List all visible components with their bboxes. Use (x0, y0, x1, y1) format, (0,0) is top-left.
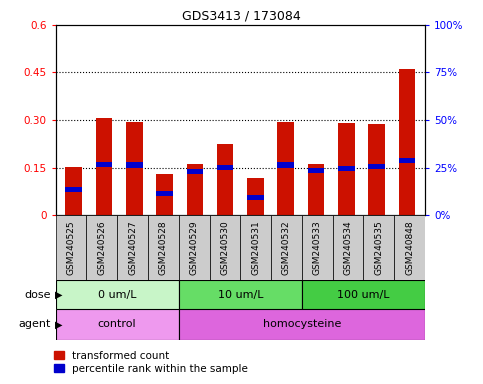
Bar (333, 215, 364, 280)
Bar (364, 215, 394, 280)
Bar (398, 158, 415, 163)
Bar (394, 215, 425, 280)
Text: homocysteine: homocysteine (263, 319, 341, 329)
Bar (56, 280, 179, 309)
Bar (302, 215, 333, 280)
Bar (217, 144, 233, 215)
Bar (186, 164, 203, 215)
Bar (241, 215, 271, 280)
Bar (65, 167, 82, 215)
Text: GSM240526: GSM240526 (97, 220, 106, 275)
Bar (96, 118, 113, 215)
Text: 100 um/L: 100 um/L (337, 290, 390, 300)
Bar (302, 280, 425, 309)
Bar (210, 215, 241, 280)
Text: GSM240530: GSM240530 (220, 220, 229, 275)
Text: GDS3413 / 173084: GDS3413 / 173084 (182, 10, 301, 23)
Text: GSM240535: GSM240535 (374, 220, 384, 275)
Text: 10 um/L: 10 um/L (217, 290, 263, 300)
Bar (277, 122, 294, 215)
Bar (308, 167, 325, 172)
Text: GSM240848: GSM240848 (405, 220, 414, 275)
Bar (247, 195, 264, 200)
Bar (186, 169, 203, 174)
Legend: transformed count, percentile rank within the sample: transformed count, percentile rank withi… (54, 351, 248, 374)
Text: GSM240527: GSM240527 (128, 220, 137, 275)
Bar (398, 69, 415, 215)
Text: control: control (98, 319, 136, 329)
Bar (126, 122, 142, 215)
Bar (308, 164, 325, 215)
Bar (277, 162, 294, 167)
Bar (117, 215, 148, 280)
Text: GSM240534: GSM240534 (343, 220, 353, 275)
Bar (179, 309, 425, 340)
Bar (96, 162, 113, 167)
Bar (56, 309, 179, 340)
Bar (368, 124, 385, 215)
Text: GSM240531: GSM240531 (251, 220, 260, 275)
Text: GSM240528: GSM240528 (159, 220, 168, 275)
Bar (156, 191, 173, 196)
Bar (368, 164, 385, 169)
Bar (56, 215, 86, 280)
Bar (338, 166, 355, 170)
Text: ▶: ▶ (55, 290, 62, 300)
Bar (179, 215, 210, 280)
Bar (86, 215, 117, 280)
Text: GSM240532: GSM240532 (282, 220, 291, 275)
Text: 0 um/L: 0 um/L (98, 290, 136, 300)
Bar (247, 178, 264, 215)
Bar (271, 215, 302, 280)
Bar (126, 162, 142, 167)
Bar (65, 187, 82, 192)
Text: agent: agent (18, 319, 51, 329)
Text: GSM240529: GSM240529 (190, 220, 199, 275)
Text: GSM240533: GSM240533 (313, 220, 322, 275)
Bar (217, 165, 233, 170)
Text: GSM240525: GSM240525 (67, 220, 75, 275)
Text: dose: dose (24, 290, 51, 300)
Text: ▶: ▶ (55, 319, 62, 329)
Bar (156, 174, 173, 215)
Bar (179, 280, 302, 309)
Bar (338, 122, 355, 215)
Bar (148, 215, 179, 280)
